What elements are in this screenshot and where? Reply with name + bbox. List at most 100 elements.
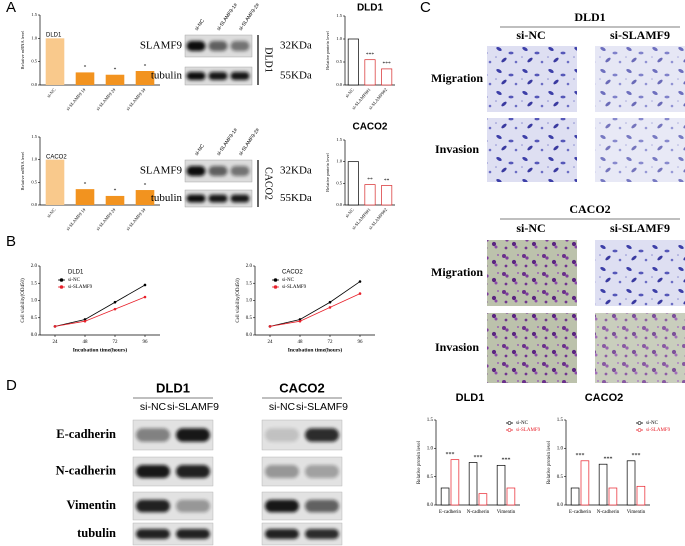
photo bbox=[595, 313, 685, 383]
x-tick-label: 24 bbox=[53, 340, 59, 345]
panel-label: A bbox=[6, 0, 16, 16]
band bbox=[305, 529, 339, 539]
legend-label: si-SLAMF9 bbox=[68, 285, 93, 290]
bar bbox=[440, 487, 450, 506]
significance: * bbox=[84, 65, 87, 71]
photo bbox=[595, 46, 685, 112]
significance: * bbox=[114, 67, 117, 73]
significance: * bbox=[114, 188, 117, 194]
bar bbox=[626, 460, 636, 506]
y-axis-label: Relative protein level bbox=[547, 440, 552, 484]
y-tick-label: 1.5 bbox=[557, 418, 564, 423]
y-tick-label: 0.5 bbox=[336, 180, 342, 185]
point bbox=[358, 292, 362, 295]
y-axis-label: Relative mRNA level bbox=[20, 151, 25, 190]
band bbox=[305, 428, 339, 442]
y-tick-label: 1.0 bbox=[336, 36, 342, 41]
photo bbox=[487, 46, 577, 112]
legend-label: si-SLAMF9 bbox=[282, 285, 307, 290]
y-axis-label: Cell viability(OD450) bbox=[21, 278, 26, 323]
bar bbox=[478, 493, 488, 506]
lane-label: si-SLAMF9-2# bbox=[238, 2, 261, 32]
row-label: tubulin bbox=[151, 70, 183, 82]
lane-label: si-SLAMF9 bbox=[167, 401, 219, 413]
cell-title: DLD1 bbox=[156, 380, 190, 395]
significance: *** bbox=[474, 455, 483, 461]
y-tick-label: 2.0 bbox=[31, 264, 38, 269]
legend-marker bbox=[507, 428, 512, 432]
lane-label: si-NC bbox=[269, 401, 296, 413]
x-tick-label: si-SLAMF9 3# bbox=[125, 87, 147, 112]
y-axis-label: Relative mRNA level bbox=[20, 30, 25, 69]
chart-title: CACO2 bbox=[352, 122, 387, 133]
micrographs bbox=[487, 46, 685, 383]
band bbox=[186, 71, 206, 81]
y-tick-label: 1.0 bbox=[31, 35, 37, 40]
y-tick-label: 0.0 bbox=[31, 333, 38, 338]
bar bbox=[364, 184, 376, 206]
point bbox=[83, 319, 87, 323]
y-axis-label: Relative protein level bbox=[325, 30, 330, 69]
row-label: tubulin bbox=[151, 192, 183, 204]
x-tick-label: 96 bbox=[143, 340, 149, 345]
x-axis-label: Incubation time(hours) bbox=[73, 346, 128, 353]
band bbox=[186, 166, 206, 176]
legend-marker bbox=[59, 278, 64, 282]
bar bbox=[364, 59, 376, 86]
y-tick-label: 1.0 bbox=[336, 159, 342, 164]
band bbox=[176, 428, 210, 442]
column-label: si-SLAMF9 bbox=[610, 28, 670, 42]
line bbox=[54, 296, 146, 327]
y-tick-label: 0.0 bbox=[31, 202, 37, 207]
photo bbox=[487, 313, 577, 383]
point bbox=[268, 325, 272, 328]
bar bbox=[468, 462, 478, 506]
chart-title: CACO2 bbox=[46, 155, 67, 161]
point bbox=[328, 300, 332, 304]
row-label: Invasion bbox=[435, 142, 479, 156]
line bbox=[269, 281, 361, 327]
x-tick-label: si-SLAMF9 1# bbox=[65, 87, 87, 112]
significance: *** bbox=[604, 457, 613, 463]
y-tick-label: 1.5 bbox=[336, 13, 342, 18]
lane-label: si-SLAMF9-1# bbox=[216, 2, 239, 32]
band bbox=[230, 41, 250, 51]
band bbox=[230, 194, 250, 203]
column-label: si-SLAMF9 bbox=[610, 221, 670, 235]
y-tick-label: 0.5 bbox=[31, 316, 38, 321]
y-tick-label: 1.5 bbox=[246, 281, 253, 286]
band bbox=[265, 529, 299, 539]
bar bbox=[45, 159, 65, 205]
lane-label: si-SLAMF9-1# bbox=[216, 127, 239, 157]
point bbox=[143, 283, 147, 287]
row-label: SLAMF9 bbox=[140, 40, 183, 52]
band bbox=[208, 71, 228, 81]
significance: * bbox=[144, 182, 147, 188]
row-label: Vimentin bbox=[66, 498, 116, 512]
legend-label: si-NC bbox=[516, 421, 529, 426]
significance: ** bbox=[367, 177, 373, 183]
x-tick-label: si-NC bbox=[46, 207, 57, 218]
cell-label: DLD1 bbox=[263, 47, 274, 73]
significance: *** bbox=[576, 453, 585, 459]
x-tick-label: si-NC bbox=[46, 87, 57, 98]
lane-label: si-SLAMF9 bbox=[296, 401, 348, 413]
bar bbox=[506, 487, 516, 506]
group-title: CACO2 bbox=[569, 202, 610, 216]
bar bbox=[347, 38, 359, 86]
legend-label: si-SLAMF9 bbox=[516, 428, 541, 433]
significance: *** bbox=[632, 453, 641, 459]
band bbox=[136, 499, 170, 513]
chart-title: DLD1 bbox=[357, 3, 384, 14]
panel-label: D bbox=[6, 377, 17, 394]
legend-label: si-NC bbox=[68, 278, 81, 283]
significance: *** bbox=[366, 52, 375, 58]
band bbox=[136, 428, 170, 442]
bar bbox=[105, 74, 125, 85]
x-tick-label: E-cadherin bbox=[439, 510, 461, 515]
band bbox=[176, 464, 210, 479]
lane-label: si-NC bbox=[194, 143, 206, 157]
bar bbox=[75, 189, 95, 205]
bar bbox=[598, 463, 608, 506]
